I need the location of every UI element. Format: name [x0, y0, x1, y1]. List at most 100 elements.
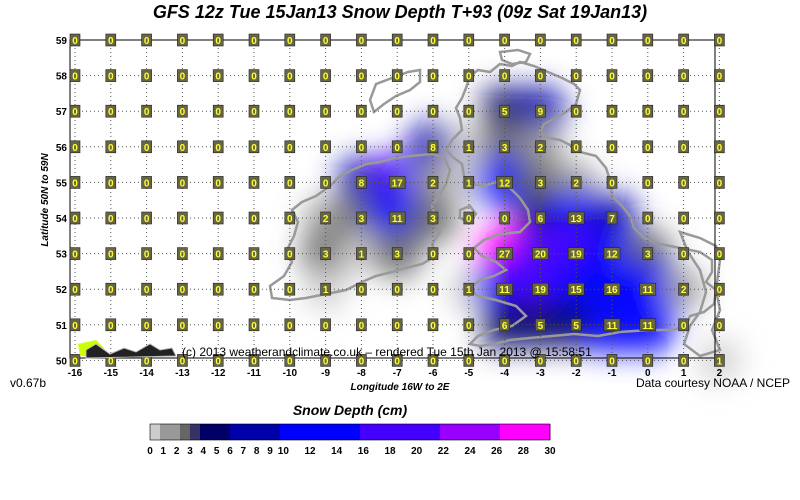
svg-text:0: 0 — [180, 143, 186, 154]
svg-text:0: 0 — [215, 250, 221, 261]
svg-text:0: 0 — [144, 285, 150, 296]
grid-value-label: 9 — [535, 104, 546, 118]
grid-value-label: 0 — [212, 104, 224, 118]
svg-text:0: 0 — [180, 178, 186, 189]
grid-value-label: 1 — [463, 140, 475, 154]
grid-value-labels: 0 0 0 0 0 0 0 0 0 0 0 0 0 0 0 0 0 0 0 0 0 0 0 0 0 0 0 0 0 0 0 0 0 0 0 0 0 0 0 0… — [69, 33, 725, 367]
grid-value-label: 1 — [463, 282, 475, 296]
grid-value-label: 13 — [567, 211, 585, 225]
x-tick-label: -4 — [500, 368, 509, 379]
svg-text:13: 13 — [571, 214, 583, 225]
svg-text:0: 0 — [502, 214, 508, 225]
grid-value-label: 3 — [535, 176, 546, 189]
y-tick-label: 57 — [56, 107, 68, 118]
grid-value-label: 0 — [463, 211, 475, 225]
grid-value-label: 12 — [603, 247, 621, 261]
svg-text:0: 0 — [287, 250, 293, 261]
grid-value-label: 0 — [177, 104, 188, 118]
svg-text:0: 0 — [681, 356, 687, 367]
grid-value-label: 0 — [678, 140, 689, 154]
grid-value-label: 3 — [320, 247, 331, 261]
svg-text:0: 0 — [645, 356, 651, 367]
grid-value-label: 5 — [535, 318, 546, 332]
svg-text:0: 0 — [287, 214, 293, 225]
svg-text:15: 15 — [571, 285, 583, 296]
grid-value-label: 0 — [642, 33, 654, 47]
grid-value-label: 2 — [427, 176, 439, 189]
svg-text:0: 0 — [681, 214, 687, 225]
svg-text:3: 3 — [359, 214, 365, 225]
grid-value-label: 0 — [427, 104, 439, 118]
grid-value-label: 0 — [427, 318, 439, 332]
grid-value-label: 0 — [356, 354, 367, 367]
svg-text:0: 0 — [287, 143, 293, 154]
grid-value-label: 0 — [177, 69, 188, 83]
grid-value-label: 0 — [105, 176, 117, 189]
grid-value-label: 0 — [535, 33, 546, 47]
site-logo — [78, 340, 177, 359]
svg-text:0: 0 — [180, 72, 186, 83]
svg-text:0: 0 — [144, 143, 150, 154]
grid-value-label: 11 — [388, 211, 406, 225]
svg-text:19: 19 — [535, 285, 547, 296]
x-axis: -16 -15 -14 -13 -12 -11 -10 -9 -8 -7 -6 -5 -4 -3 -2 -1 0… — [68, 368, 723, 379]
svg-text:0: 0 — [717, 321, 723, 332]
svg-text:5: 5 — [573, 321, 579, 332]
grid-value-label: 0 — [606, 33, 618, 47]
grid-value-label: 0 — [284, 104, 296, 118]
grid-value-label: 0 — [642, 354, 654, 367]
grid-value-label: 0 — [391, 282, 403, 296]
grid-value-label: 7 — [606, 211, 618, 225]
y-tick-label: 58 — [56, 72, 68, 83]
svg-text:0: 0 — [287, 285, 293, 296]
grid-value-label: 0 — [212, 176, 224, 189]
credit-text: (c) 2013 weatherandclimate.co.uk – rende… — [182, 345, 592, 359]
svg-text:0: 0 — [466, 250, 472, 261]
grid-value-label: 0 — [69, 104, 81, 118]
grid-value-label: 1 — [714, 354, 725, 367]
grid-value-label: 0 — [141, 104, 152, 118]
grid-value-label: 0 — [427, 354, 439, 367]
grid-value-label: 0 — [606, 69, 618, 83]
svg-text:0: 0 — [144, 321, 150, 332]
grid-value-label: 0 — [391, 33, 403, 47]
svg-text:0: 0 — [717, 178, 723, 189]
grid-value-label: 0 — [177, 211, 188, 225]
data-courtesy-label: Data courtesy NOAA / NCEP — [635, 376, 790, 390]
grid-value-label: 0 — [463, 247, 475, 261]
svg-text:0: 0 — [215, 321, 221, 332]
svg-text:1: 1 — [359, 250, 365, 261]
grid-value-label: 0 — [356, 104, 367, 118]
svg-text:0: 0 — [430, 321, 436, 332]
svg-text:0: 0 — [287, 72, 293, 83]
svg-text:3: 3 — [502, 143, 508, 154]
svg-text:0: 0 — [144, 250, 150, 261]
svg-text:0: 0 — [466, 214, 472, 225]
grid-value-label: 0 — [356, 69, 367, 83]
svg-text:0: 0 — [502, 72, 508, 83]
svg-text:0: 0 — [215, 36, 221, 47]
grid-value-label: 1 — [463, 176, 475, 189]
grid-value-label: 0 — [69, 282, 81, 296]
svg-text:0: 0 — [717, 214, 723, 225]
x-tick-label: -6 — [429, 368, 438, 379]
svg-text:0: 0 — [609, 36, 615, 47]
grid-value-label: 0 — [642, 211, 654, 225]
svg-text:3: 3 — [430, 214, 436, 225]
lat-lon-grid — [70, 39, 720, 361]
svg-text:0: 0 — [180, 107, 186, 118]
svg-text:0: 0 — [645, 107, 651, 118]
grid-value-label: 0 — [105, 33, 117, 47]
svg-text:0: 0 — [466, 107, 472, 118]
svg-text:0: 0 — [645, 36, 651, 47]
svg-text:0: 0 — [645, 214, 651, 225]
grid-value-label: 0 — [320, 318, 331, 332]
svg-text:6: 6 — [538, 214, 544, 225]
svg-text:2: 2 — [538, 143, 544, 154]
svg-text:0: 0 — [717, 36, 723, 47]
svg-text:0: 0 — [359, 321, 365, 332]
svg-text:0: 0 — [359, 72, 365, 83]
grid-value-label: 0 — [284, 140, 296, 154]
grid-value-label: 3 — [356, 211, 367, 225]
grid-value-label: 0 — [141, 140, 152, 154]
